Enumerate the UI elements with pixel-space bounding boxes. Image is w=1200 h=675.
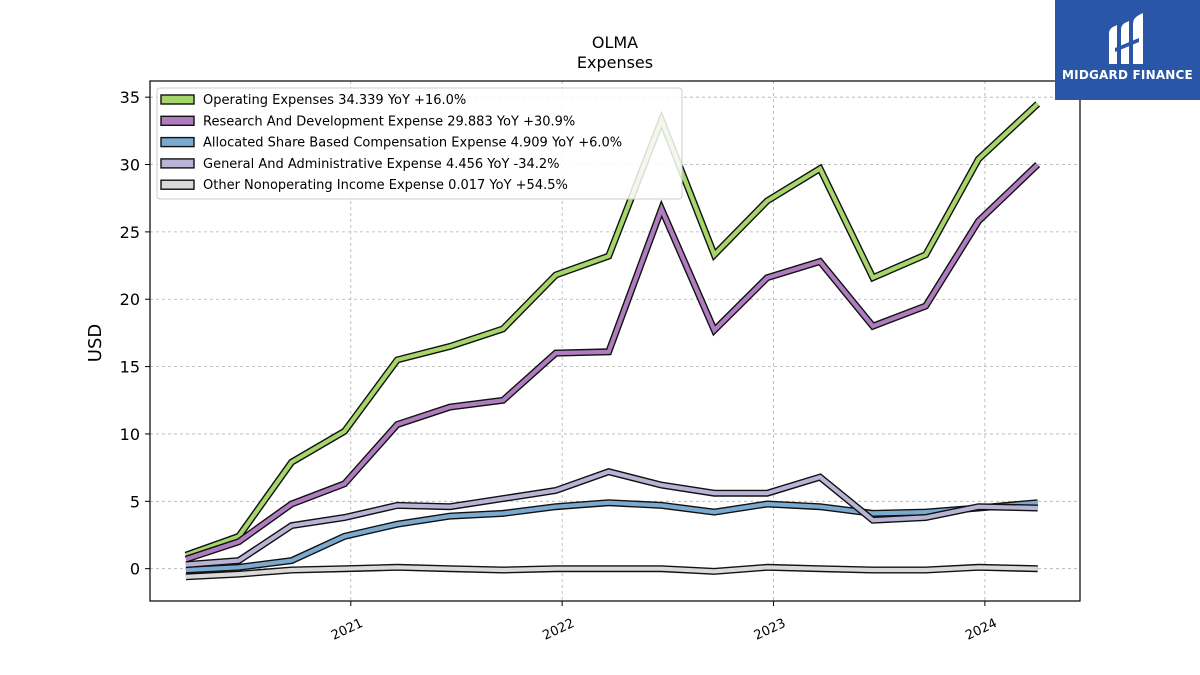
legend-entry: Allocated Share Based Compensation Expen… xyxy=(203,136,622,151)
x-tick-label: 2022 xyxy=(541,616,577,644)
y-tick-label: 15 xyxy=(120,358,140,377)
logo-mark-icon xyxy=(1109,13,1143,64)
plot-frame xyxy=(149,80,1081,602)
series-2 xyxy=(185,499,1039,574)
legend-entry: Research And Development Expense 29.883 … xyxy=(203,114,575,129)
logo: MIDGARD FINANCE xyxy=(1055,0,1200,100)
x-tick-label: 2021 xyxy=(329,616,365,644)
legend-swatch xyxy=(160,136,195,148)
legend: Operating Expenses 34.339 YoY +16.0% Rese… xyxy=(156,87,683,200)
series-line xyxy=(185,102,1040,558)
y-tick-label: 25 xyxy=(120,223,140,242)
x-tick-label: 2023 xyxy=(752,616,788,644)
series-line xyxy=(185,162,1040,562)
series-1 xyxy=(184,161,1041,563)
series-3 xyxy=(185,468,1038,569)
legend-box xyxy=(156,87,683,200)
legend-swatch xyxy=(160,158,195,169)
x-tick-label: 2024 xyxy=(963,616,999,644)
series-line xyxy=(185,565,1038,579)
y-tick-label: 30 xyxy=(120,156,140,175)
y-tick-label: 35 xyxy=(120,88,140,107)
series-line xyxy=(185,469,1038,567)
chart-title: OLMA xyxy=(592,33,638,52)
y-tick-label: 5 xyxy=(130,492,140,511)
legend-swatch xyxy=(160,179,195,190)
y-tick-label: 0 xyxy=(130,560,140,579)
legend-entry: Operating Expenses 34.339 YoY +16.0% xyxy=(203,93,466,108)
series-4 xyxy=(185,563,1038,581)
chart-subtitle: Expenses xyxy=(577,53,653,72)
series-0 xyxy=(184,101,1041,559)
y-axis-label: USD xyxy=(85,324,106,362)
legend-entry: Other Nonoperating Income Expense 0.017 … xyxy=(203,178,568,193)
legend-swatch xyxy=(160,94,195,105)
y-tick-label: 10 xyxy=(120,425,140,444)
legend-swatch xyxy=(160,115,195,127)
y-tick-label: 20 xyxy=(120,290,140,309)
legend-entry: General And Administrative Expense 4.456… xyxy=(203,157,560,172)
series-line xyxy=(185,500,1038,573)
logo-text: MIDGARD FINANCE xyxy=(1062,68,1193,82)
